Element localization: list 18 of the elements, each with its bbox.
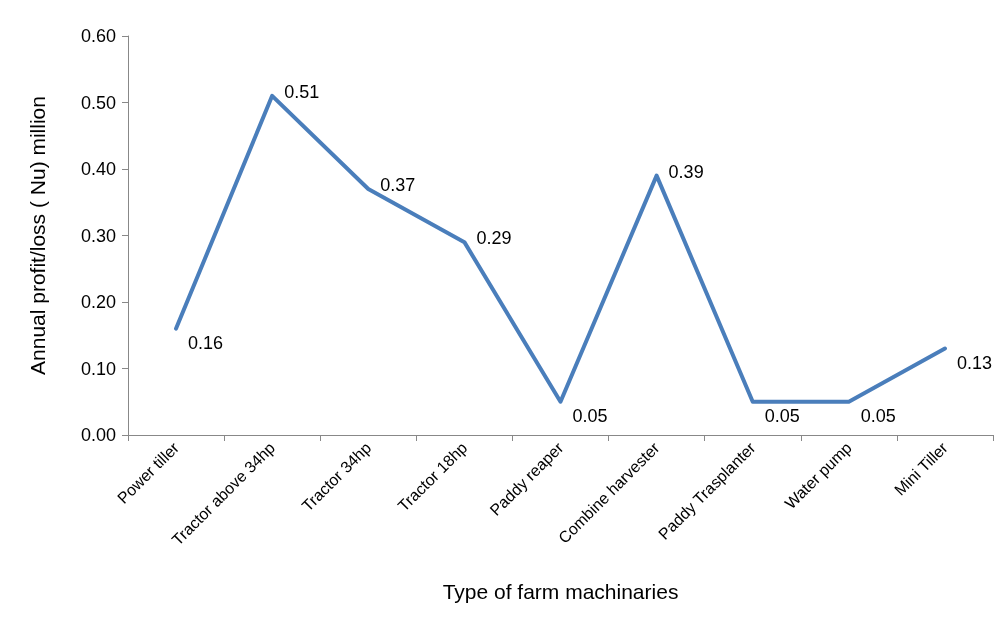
data-label: 0.13 (956, 352, 992, 373)
data-label: 0.16 (188, 332, 224, 353)
data-label: 0.37 (380, 174, 416, 195)
data-label: 0.39 (668, 161, 704, 182)
data-label: 0.29 (476, 228, 512, 249)
data-label: 0.05 (572, 405, 608, 426)
y-tick-label: 0.30 (80, 225, 116, 246)
data-label: 0.05 (860, 405, 896, 426)
y-tick-label: 0.10 (80, 358, 116, 379)
y-axis-title: Annual profit/loss ( Nu) million (26, 96, 49, 375)
data-label: 0.05 (764, 405, 800, 426)
y-tick-label: 0.20 (80, 292, 116, 312)
y-tick-label: 0.40 (80, 159, 116, 179)
y-tick-label: 0.50 (80, 92, 116, 113)
y-tick-label: 0.00 (80, 425, 116, 445)
x-axis-title: Type of farm machinaries (442, 580, 679, 603)
y-tick-label: 0.60 (80, 26, 116, 46)
data-label: 0.51 (284, 81, 320, 102)
